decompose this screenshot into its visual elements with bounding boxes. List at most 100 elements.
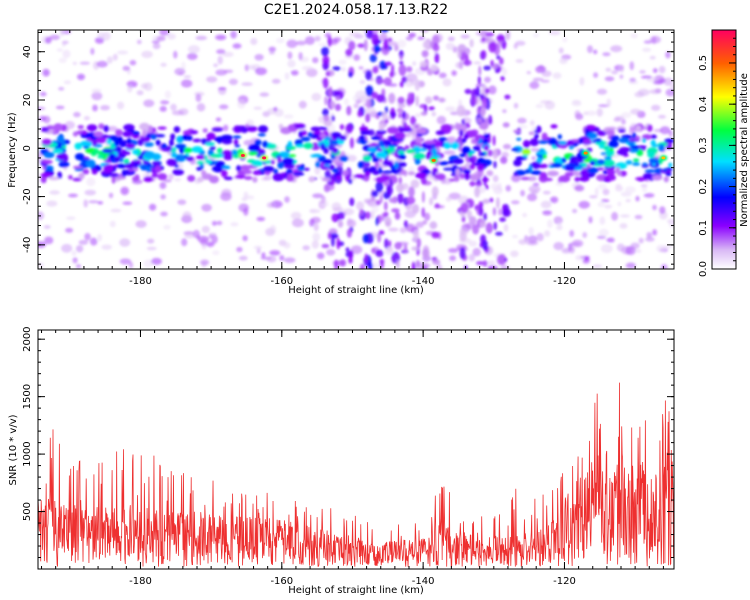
heatmap-cell bbox=[331, 168, 339, 173]
heatmap-cell bbox=[517, 117, 527, 124]
heatmap-cell bbox=[349, 32, 361, 37]
heatmap-cell bbox=[399, 55, 403, 61]
heatmap-cell bbox=[339, 124, 345, 130]
heatmap-cell bbox=[565, 163, 578, 167]
heatmap-cell bbox=[421, 207, 426, 218]
heatmap-cell bbox=[417, 36, 425, 41]
figure-title: C2E1.2024.058.17.13.R22 bbox=[264, 2, 448, 18]
heatmap-cell bbox=[279, 255, 285, 261]
heatmap-cell bbox=[56, 153, 68, 161]
heatmap-cell bbox=[337, 211, 345, 220]
heatmap-cell bbox=[119, 238, 131, 247]
heatmap-cell bbox=[124, 162, 136, 169]
snr-x-axis-label: Height of straight line (km) bbox=[288, 585, 424, 596]
heatmap-cell bbox=[495, 231, 503, 236]
heatmap-cell bbox=[431, 111, 437, 117]
heatmap-cell bbox=[46, 200, 58, 207]
heatmap-cell bbox=[294, 139, 303, 147]
heatmap-cell bbox=[349, 197, 355, 207]
heatmap-cell bbox=[143, 99, 155, 108]
heatmap-cell bbox=[263, 175, 272, 181]
heatmap-cell bbox=[212, 250, 220, 256]
heatmap-cell bbox=[321, 177, 331, 182]
heatmap-cell bbox=[608, 174, 616, 181]
heatmap-cell bbox=[190, 130, 199, 135]
heatmap-cell bbox=[658, 65, 666, 74]
heatmap-cell bbox=[94, 37, 105, 44]
heatmap-cell bbox=[375, 180, 384, 193]
heatmap-cell bbox=[401, 110, 407, 119]
heatmap-cell bbox=[488, 85, 497, 95]
heatmap-cell bbox=[632, 162, 641, 166]
heatmap-cell bbox=[159, 181, 167, 190]
heatmap-cell bbox=[202, 128, 208, 133]
heatmap-cell bbox=[287, 59, 296, 68]
heatmap-cell bbox=[232, 135, 242, 139]
heatmap-cell bbox=[311, 92, 322, 102]
heatmap-cell bbox=[82, 169, 90, 175]
heatmap-cell bbox=[552, 72, 562, 79]
heatmap-cell bbox=[398, 150, 405, 156]
heatmap-cell bbox=[482, 260, 488, 267]
heatmap-cell bbox=[643, 40, 653, 44]
heatmap-cell bbox=[568, 145, 574, 150]
heatmap-cell bbox=[204, 159, 213, 165]
heatmap-cell bbox=[619, 147, 631, 152]
heatmap-cell bbox=[43, 151, 55, 159]
heatmap-cell bbox=[303, 142, 314, 149]
heatmap-cell bbox=[383, 38, 389, 50]
heatmap-cell bbox=[670, 84, 674, 89]
heatmap-cell bbox=[217, 136, 222, 144]
heatmap-cell bbox=[154, 165, 162, 173]
heatmap-cell bbox=[625, 160, 633, 165]
heatmap-cell bbox=[296, 40, 307, 46]
heatmap-cell bbox=[177, 154, 185, 162]
heatmap-cell bbox=[462, 124, 467, 133]
heatmap-cell bbox=[379, 195, 383, 204]
heatmap-cell bbox=[108, 153, 116, 160]
heatmap-cell bbox=[396, 183, 404, 193]
heatmap-cell bbox=[398, 64, 407, 76]
heatmap-cell bbox=[476, 261, 485, 266]
heatmap-cell bbox=[137, 138, 144, 146]
heatmap-cell bbox=[172, 169, 184, 176]
heatmap-cell bbox=[342, 170, 349, 176]
heatmap-cell bbox=[365, 85, 374, 97]
spectrogram-frame bbox=[37, 29, 675, 270]
heatmap-cell bbox=[515, 156, 528, 161]
heatmap-cell bbox=[649, 89, 662, 95]
heatmap-cell bbox=[259, 92, 270, 97]
heatmap-cell bbox=[535, 103, 544, 109]
heatmap-cell bbox=[537, 140, 550, 144]
heatmap-cell bbox=[460, 202, 469, 214]
heatmap-cell bbox=[620, 214, 630, 218]
heatmap-cell bbox=[236, 246, 243, 253]
heatmap-cell bbox=[532, 33, 540, 38]
heatmap-cell bbox=[496, 197, 500, 209]
heatmap-cell bbox=[492, 148, 498, 160]
heatmap-cell bbox=[436, 115, 447, 125]
heatmap-cell bbox=[335, 95, 340, 101]
heatmap-cell bbox=[481, 97, 487, 110]
heatmap-cell bbox=[652, 229, 657, 236]
heatmap-cell bbox=[38, 262, 44, 268]
heatmap-cell bbox=[91, 91, 103, 101]
heatmap-cell bbox=[209, 153, 222, 158]
heatmap-cell bbox=[401, 76, 408, 83]
heatmap-cell bbox=[383, 77, 392, 86]
heatmap-cell bbox=[211, 220, 217, 226]
heatmap-cell bbox=[642, 185, 647, 193]
heatmap-cell bbox=[492, 175, 499, 183]
heatmap-cell bbox=[599, 216, 606, 225]
heatmap-cell bbox=[450, 142, 460, 150]
heatmap-cell bbox=[353, 103, 359, 109]
heatmap-cell bbox=[157, 126, 167, 130]
heatmap-cell bbox=[254, 139, 262, 146]
heatmap-cell bbox=[160, 100, 170, 105]
heatmap-cell bbox=[431, 171, 436, 177]
heatmap-cell bbox=[497, 182, 502, 192]
heatmap-cell bbox=[394, 132, 406, 140]
heatmap-cell bbox=[400, 170, 407, 175]
heatmap-cell bbox=[192, 229, 200, 239]
